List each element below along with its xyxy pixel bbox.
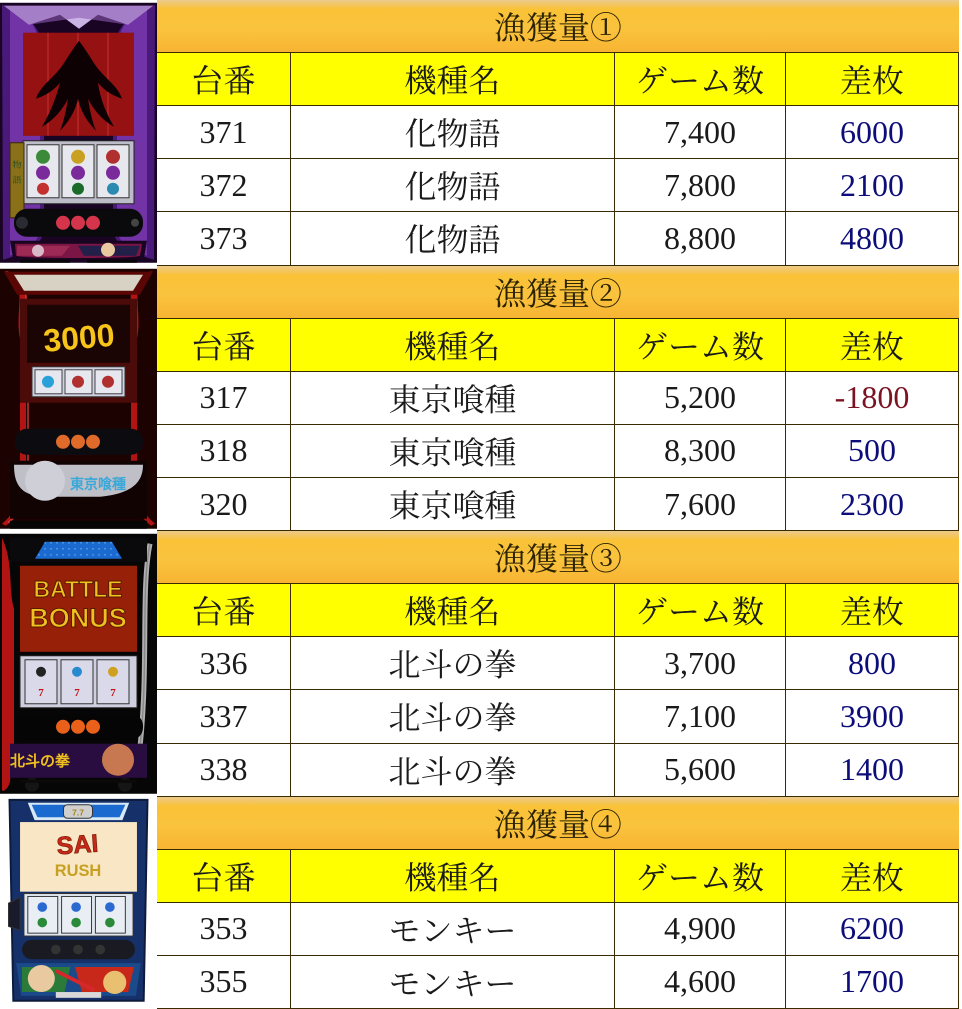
svg-text:7: 7 (38, 687, 44, 699)
svg-text:物: 物 (12, 160, 21, 170)
svg-text:RUSH: RUSH (55, 862, 102, 880)
svg-text:3000: 3000 (42, 316, 116, 358)
svg-text:SAI: SAI (56, 829, 100, 860)
svg-text:語: 語 (12, 175, 21, 185)
svg-text:7: 7 (110, 687, 116, 699)
svg-text:北斗の拳: 北斗の拳 (10, 752, 71, 770)
svg-text:BATTLE: BATTLE (33, 576, 122, 602)
svg-text:東京喰種: 東京喰種 (70, 475, 126, 491)
svg-text:7: 7 (74, 687, 80, 699)
svg-text:7.7: 7.7 (72, 807, 84, 817)
svg-text:BONUS: BONUS (29, 603, 127, 633)
